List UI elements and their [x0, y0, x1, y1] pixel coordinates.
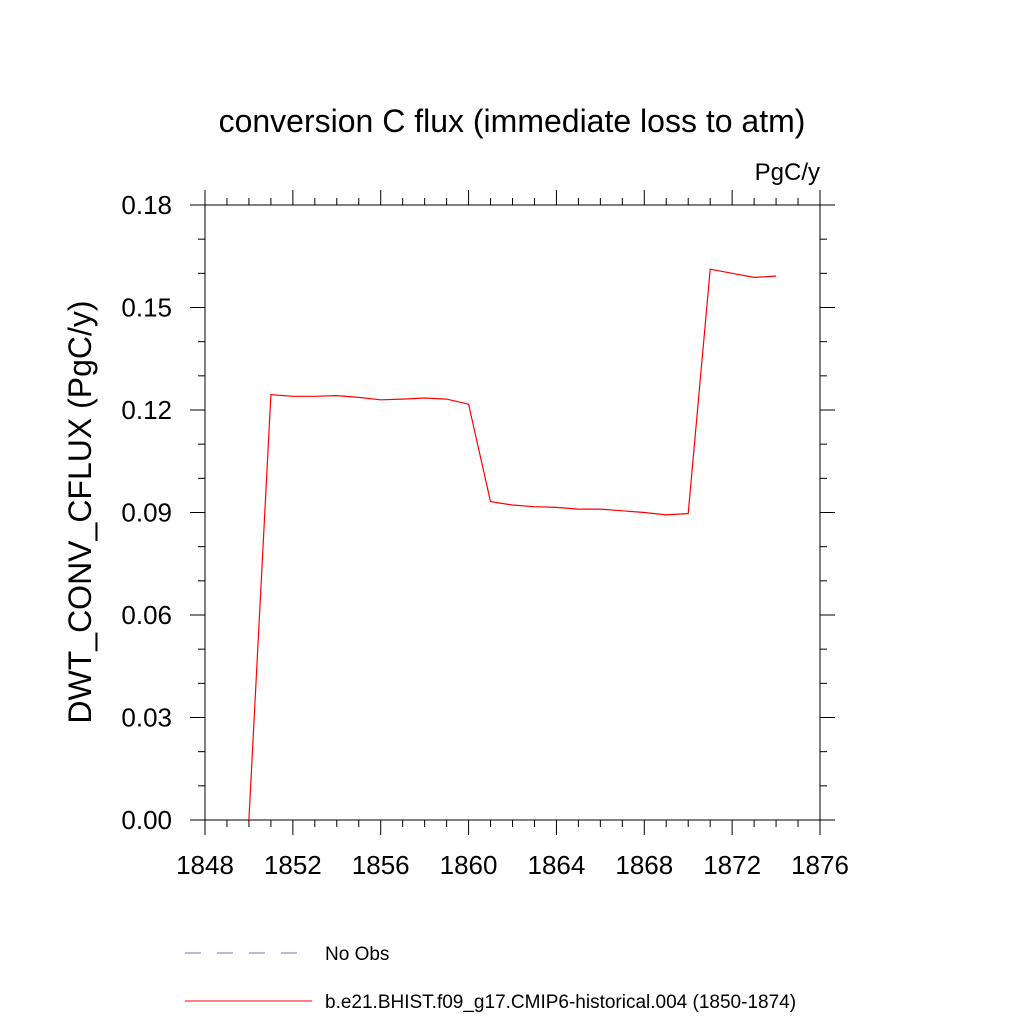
axis-ticks: [190, 190, 835, 835]
x-tick-label: 1872: [703, 850, 761, 880]
plot-frame: [204, 204, 821, 821]
x-tick-label: 1860: [440, 850, 498, 880]
x-tick-label: 1852: [264, 850, 322, 880]
y-tick-label: 0.15: [121, 293, 172, 323]
series-layer: [248, 268, 777, 821]
x-tick-label: 1856: [352, 850, 410, 880]
y-axis-label: DWT_CONV_CFLUX (PgC/y): [62, 300, 98, 723]
y-tick-label: 0.03: [121, 703, 172, 733]
y-tick-label: 0.18: [121, 190, 172, 220]
y-tick-label: 0.09: [121, 498, 172, 528]
x-tick-label: 1848: [176, 850, 234, 880]
x-tick-label: 1864: [528, 850, 586, 880]
x-tick-label: 1876: [791, 850, 849, 880]
y-tick-label: 0.12: [121, 395, 172, 425]
legend-label-no-obs: No Obs: [325, 944, 389, 965]
legend-label-historical: b.e21.BHIST.f09_g17.CMIP6-historical.004…: [325, 992, 796, 1013]
y-tick-label: 0.06: [121, 600, 172, 630]
series-line: [248, 268, 777, 821]
units-label: PgC/y: [755, 159, 820, 186]
x-tick-label: 1868: [615, 850, 673, 880]
chart-title: conversion C flux (immediate loss to atm…: [219, 103, 806, 139]
axis-tick-labels: 1848 1852 1856 1860 1864 1868 1872 1876 0.00 0.03…: [121, 190, 849, 880]
legend: No Obs b.e21.BHIST.f09_g17.CMIP6-histori…: [185, 944, 796, 1013]
y-tick-label: 0.00: [121, 805, 172, 835]
